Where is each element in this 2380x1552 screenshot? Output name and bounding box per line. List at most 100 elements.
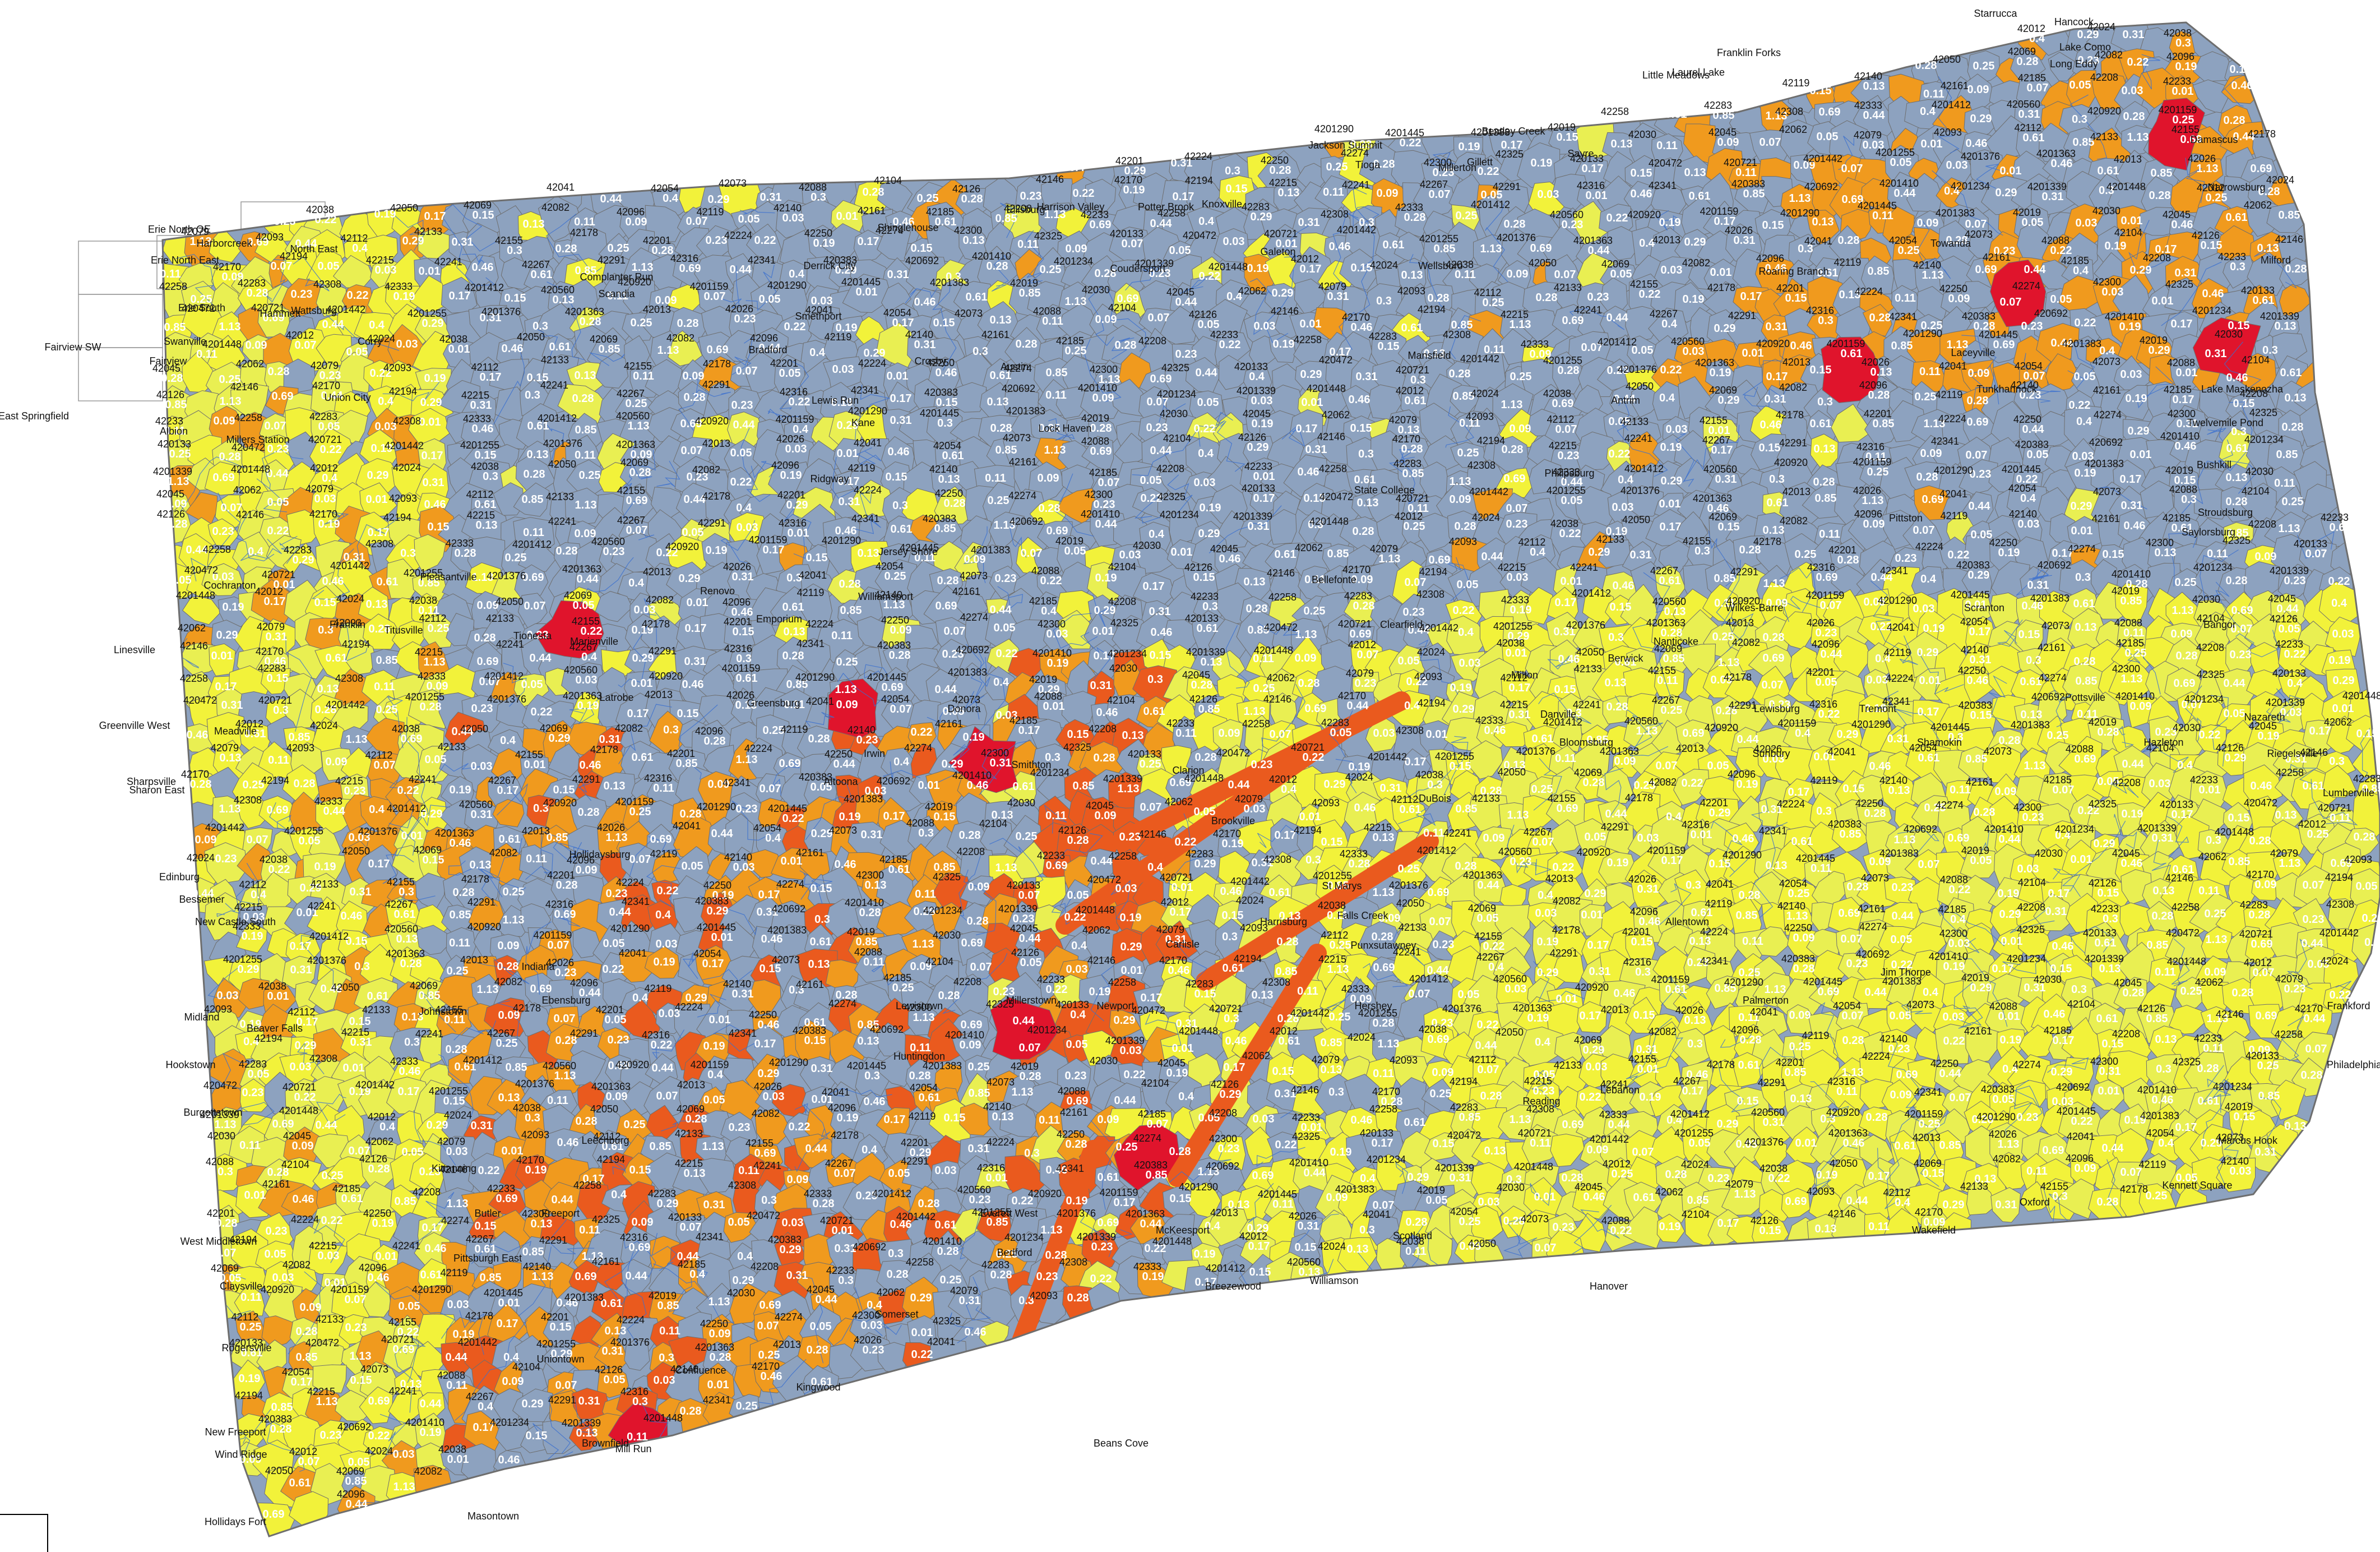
zone-value: 0.03 (1661, 264, 1683, 276)
zone-value: 0.85 (995, 444, 1017, 456)
zone-value: 0.28 (555, 243, 577, 255)
zone-value: 1.13 (1450, 475, 1471, 488)
zone-value: 1.13 (575, 499, 597, 511)
zone-value: 0.44 (322, 318, 345, 331)
zone-value: 0.19 (1998, 547, 2020, 559)
zone-value: 0.15 (1350, 422, 1372, 435)
zone-value: 0.05 (738, 213, 760, 225)
zone-value: 0.31 (1149, 606, 1171, 618)
zone-value: 0.22 (1639, 288, 1661, 301)
zone-value: 0.03 (2018, 518, 2040, 530)
zone-value: 0.13 (1814, 443, 1836, 455)
zone-value: 0.29 (1661, 475, 1683, 487)
zone-value: 0.11 (523, 526, 544, 539)
zone-value: 0.69 (1975, 264, 1997, 276)
zone-value: 0.05 (1610, 268, 1632, 280)
zone-value: 0.13 (1870, 366, 1892, 378)
zone-value: 0.31 (732, 571, 754, 583)
zone-value: 0.4 (2073, 265, 2089, 277)
zone-value: 0.07 (1122, 238, 1143, 250)
zone-value: 0.19 (1247, 262, 1269, 275)
zone-value: 0.31 (266, 631, 288, 643)
zone-value: 0.07 (1429, 188, 1451, 201)
zone-value: 0.07 (2305, 548, 2327, 560)
zone-value: 0.4 (1618, 474, 1634, 486)
zone-value: 0.3 (2072, 113, 2087, 126)
zone-value: 0.01 (419, 416, 441, 428)
zone-value: 1.13 (657, 344, 679, 357)
zone-value: 0.29 (367, 469, 389, 482)
zone-value: 0.22 (1219, 339, 1241, 351)
zone-value: 0.03 (396, 338, 418, 350)
zone-value: 0.61 (475, 498, 497, 511)
zone-value: 0.01 (1921, 138, 1943, 150)
zone-value: 0.85 (1402, 468, 1424, 480)
zone-value: 0.85 (2151, 167, 2173, 179)
zone-value: 0.31 (1248, 520, 1270, 533)
zone-value: 0.19 (1531, 157, 1553, 169)
zone-value: 0.28 (1428, 292, 1450, 304)
zone-value: 0.09 (1967, 84, 1989, 96)
zone-value: 0.85 (840, 604, 862, 617)
zone-value: 0.17 (2171, 318, 2193, 330)
zone-value: 0.46 (502, 343, 524, 355)
zone-value: 0.4 (628, 577, 645, 589)
zone-value: 0.29 (1251, 211, 1272, 223)
zone-value: 0.4 (1149, 528, 1165, 541)
zone-value: 0.03 (785, 443, 807, 455)
zone-value: 0.13 (523, 218, 545, 230)
zone-value: 0.03 (1666, 423, 1688, 436)
zone-value: 0.25 (1456, 210, 1478, 222)
zone-value: 0.61 (1405, 395, 1427, 407)
zone-value: 0.61 (2073, 598, 2095, 610)
zone-value: 0.61 (2023, 132, 2045, 144)
zone-value: 0.22 (2328, 575, 2350, 588)
zone-value: 0.29 (1970, 113, 1992, 125)
zone-value: 0.13 (938, 473, 960, 486)
zone-value: 0.25 (1404, 520, 1425, 533)
zone-value: 0.05 (1140, 474, 1162, 487)
zone-value: 0.13 (2285, 392, 2307, 404)
zone-value: 1.13 (1789, 192, 1811, 205)
zone-value: 0.44 (990, 604, 1012, 616)
zone-value: 0.69 (1819, 106, 1841, 118)
zone-value: 1.13 (2279, 523, 2300, 535)
zone-value: 0.25 (579, 469, 601, 482)
zone-value: 0.25 (505, 552, 527, 564)
zone-value: 0.29 (1272, 287, 1294, 299)
zone-value: 0.01 (2152, 295, 2174, 307)
zone-value: 0.03 (634, 604, 656, 616)
zone-value: 0.31 (1734, 234, 1756, 247)
zone-value: 0.44 (1863, 109, 1886, 122)
zone-value: 0.61 (1767, 497, 1789, 509)
zone-value: 0.11 (1323, 186, 1344, 198)
zone-value: 0.22 (784, 321, 806, 333)
zone-value: 0.69 (1090, 219, 1112, 231)
zone-value: 0.31 (1765, 393, 1786, 405)
zone-value: 0.23 (1562, 219, 1583, 231)
zone-value: 0.28 (1115, 339, 1137, 352)
zone-value: 0.28 (1558, 364, 1580, 377)
zone-value: 0.17 (1711, 444, 1733, 456)
zone-value: 0.61 (891, 523, 913, 535)
zone-value: 0.46 (1329, 241, 1351, 253)
zone-value: 0.4 (2020, 492, 2036, 505)
zone-value: 0.3 (400, 547, 416, 560)
zone-value: 0.07 (2027, 82, 2049, 94)
zone-value: 0.01 (1302, 396, 1323, 409)
zone-value: 0.23 (995, 572, 1017, 585)
zone-value: 0.46 (936, 367, 957, 379)
zone-value: 0.3 (1358, 448, 1374, 460)
zone-value: 0.13 (366, 598, 388, 611)
zone-value: 0.03 (737, 521, 758, 534)
zone-value: 0.85 (2276, 449, 2298, 461)
zone-value: 0.17 (1766, 371, 1788, 383)
zone-value: 0.09 (1920, 447, 1942, 460)
zone-value: 0.31 (2027, 579, 2049, 592)
zone-value: 0.46 (1219, 553, 1241, 565)
zone-value: 0.15 (428, 521, 450, 533)
zone-value: 0.69 (1562, 315, 1584, 327)
zone-value: 0.23 (1146, 422, 1168, 434)
zone-value: 0.28 (1504, 218, 1526, 230)
zone-value: 0.19 (1510, 604, 1532, 616)
